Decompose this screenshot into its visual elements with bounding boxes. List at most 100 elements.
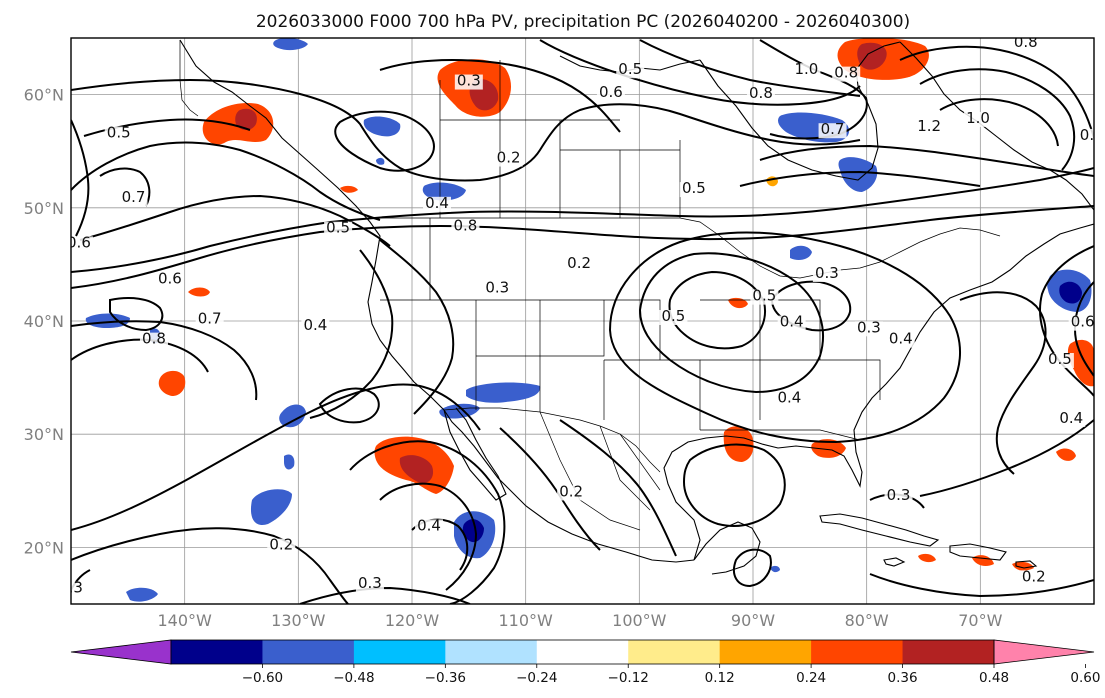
pv-contour-line-37 <box>299 586 471 604</box>
lat-tick-label: 50°N <box>24 199 64 218</box>
pv-contour-line-22 <box>1074 281 1094 377</box>
coastline-hispaniola <box>949 543 1007 561</box>
precip-positive-blob-pacific-subtropical <box>158 370 186 396</box>
contour-label: 0.2 <box>1022 567 1046 585</box>
colorbar-extension-min <box>70 639 172 665</box>
border-alaska-canada <box>179 40 199 117</box>
coastline-yucatan <box>693 521 761 575</box>
pv-contour-line-21 <box>1039 245 1094 397</box>
coastline-cuba <box>819 513 940 547</box>
contour-label-halo <box>195 312 224 328</box>
contour-label-halo <box>886 332 915 348</box>
pv-contour-line-44 <box>71 119 90 237</box>
precip-negative-blob-pacific-west <box>85 313 130 328</box>
colorbar-tick-label: −0.36 <box>425 670 466 686</box>
lon-tick-label: 140°W <box>157 611 212 630</box>
contour-label-halo <box>1077 128 1094 144</box>
pv-contour-line-34 <box>349 440 506 604</box>
contour-label-halo <box>415 519 444 535</box>
contour-label-halo <box>423 196 452 212</box>
precip-positive-blob-caribbean-3 <box>1012 561 1034 571</box>
precip-negative-blob-caribbean-small <box>770 565 780 573</box>
colorbar-tick-label: 0.12 <box>705 670 735 686</box>
contour-label: 0.5 <box>107 124 131 142</box>
coastline-gulf-of-mexico <box>663 223 1094 561</box>
contour-label-halo <box>119 191 148 207</box>
contour-label-halo <box>775 391 804 407</box>
pv-contour-line-20 <box>608 231 961 444</box>
contour-label-halo <box>818 123 847 139</box>
colorbar-bin <box>811 640 904 664</box>
contour-label: 0.5 <box>752 287 776 305</box>
precip-negative-blob-pacific-small-2 <box>284 454 295 470</box>
contour-label-halo <box>139 332 168 348</box>
lat-tick-label: 30°N <box>24 425 64 444</box>
contour-label-halo <box>1011 38 1040 52</box>
contour-label: 0.8 <box>453 216 477 234</box>
contour-label-halo <box>596 85 625 101</box>
pv-contour-line-27 <box>309 249 394 419</box>
contour-label: 0.4 <box>425 194 449 212</box>
pv-contour-line-14 <box>939 98 1059 147</box>
contour-label-halo <box>884 488 913 504</box>
pv-contour-line-13 <box>919 68 1076 171</box>
contour-label: 0.2 <box>269 536 293 554</box>
precip-positive-blob-caribbean-1 <box>918 553 936 563</box>
contour-label: 0.6 <box>1071 313 1095 331</box>
colorbar-tick-label: 0.24 <box>796 670 826 686</box>
contour-label: 0.3 <box>358 574 382 592</box>
contour-label-halo <box>964 111 993 127</box>
pv-contour-line-1 <box>71 205 1094 289</box>
colorbar-bin <box>902 640 995 664</box>
contour-label-halo <box>324 221 353 237</box>
pv-contour-line-12 <box>899 45 1094 139</box>
coastline-puerto-rico <box>1015 560 1038 569</box>
precip-negative-core-nova-scotia <box>1059 281 1082 304</box>
colorbar-bin <box>628 640 721 664</box>
colorbar-extension-max <box>993 639 1095 665</box>
contour-label-halo <box>155 272 184 288</box>
latitude-axis-labels: 60°N 50°N 40°N 30°N 20°N <box>24 86 64 558</box>
pv-contour-labels: 0.50.70.60.60.80.70.50.30.20.40.80.30.40… <box>67 38 1095 597</box>
coastline-jamaica <box>883 557 906 567</box>
pv-contour-line-15 <box>759 144 1094 177</box>
pv-contour-line-23 <box>959 291 1047 475</box>
colorbar: −0.60 −0.48 −0.36 −0.24 −0.12 0.12 0.24 0.36 0.4… <box>70 639 1100 686</box>
contour-label: 0.5 <box>326 219 350 237</box>
contour-label-halo <box>301 319 330 335</box>
contour-label: 0.4 <box>889 330 913 348</box>
precip-positive-core-alaska-panhandle <box>235 108 257 130</box>
pv-contour-line-11 <box>759 39 868 140</box>
contour-label: 0.6 <box>158 270 182 288</box>
contour-label: 0.6 <box>67 233 91 251</box>
precip-positive-core-hudson-bay-north <box>857 42 887 70</box>
lon-tick-label: 130°W <box>271 611 326 630</box>
precip-positive-blob-ontario <box>728 297 748 309</box>
colorbar-frame <box>170 639 995 665</box>
contour-label: 0.4 <box>1059 409 1083 427</box>
contour-label: 0.3 <box>815 264 839 282</box>
colorbar-bin <box>262 640 355 664</box>
contour-label-halo <box>659 310 688 325</box>
precip-negative-blob-pacific-hawaii-north <box>279 404 306 428</box>
contour-label-halo <box>746 86 775 102</box>
precip-positive-anomaly-shading <box>158 38 1094 571</box>
pv-contour-line-26 <box>379 239 455 415</box>
contour-label: 0.8 <box>142 330 166 348</box>
contour-label: 0.4 <box>303 316 327 334</box>
pv-contour-line-24 <box>919 419 1094 497</box>
contour-label: 0.2 <box>567 254 591 272</box>
contour-label-halo <box>1045 353 1074 369</box>
coastline-baja-peninsula <box>443 407 507 501</box>
contour-label: 0.8 <box>834 64 858 82</box>
pv-contour-line-35 <box>379 482 478 591</box>
contour-label-halo <box>71 581 85 597</box>
contour-label-halo <box>777 315 806 331</box>
contour-label-halo <box>494 151 523 167</box>
pv-contour-line-42 <box>732 548 772 588</box>
pv-contour-line-9 <box>539 39 861 106</box>
border-us-mexico <box>443 407 661 473</box>
precip-positive-blob-bc-small <box>340 185 358 193</box>
precip-positive-blob-atlantic-east <box>1067 339 1094 387</box>
contour-label: 0.3 <box>887 486 911 504</box>
